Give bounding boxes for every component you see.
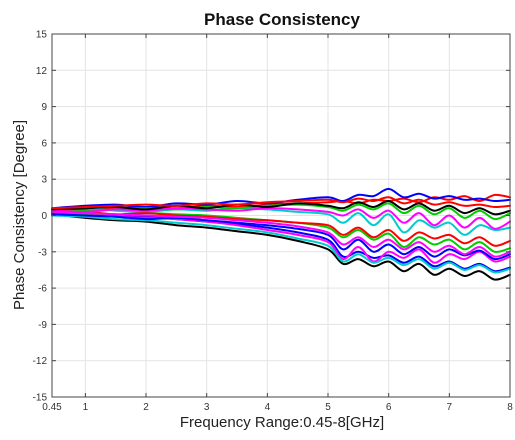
- y-tick-label: -6: [38, 284, 47, 295]
- x-tick-label: 3: [204, 402, 210, 413]
- y-tick-label: -15: [33, 393, 48, 404]
- series-line-6: [51, 207, 511, 236]
- x-tick-label: 4: [265, 402, 271, 413]
- x-tick-label: 5: [325, 402, 331, 413]
- x-tick-label: 1: [83, 402, 89, 413]
- series-line-1: [51, 213, 511, 281]
- y-axis-label: Phase Consistency [Degree]: [11, 120, 28, 310]
- series-line-14: [51, 196, 511, 210]
- y-tick-label: -12: [33, 356, 48, 367]
- y-tick-label: 12: [36, 66, 48, 77]
- series-line-10: [51, 207, 511, 230]
- x-tick-label: 0.45: [42, 402, 62, 413]
- series-line-12: [51, 200, 511, 216]
- series-line-8: [51, 210, 511, 247]
- x-tick-label: 6: [386, 402, 392, 413]
- y-tick-label: 0: [41, 211, 47, 222]
- x-axis-label: Frequency Range:0.45-8[GHz]: [180, 414, 384, 431]
- series-line-15: [51, 210, 511, 258]
- y-tick-label: -9: [38, 320, 47, 331]
- series-group: [51, 187, 511, 281]
- x-tick-label: 2: [143, 402, 149, 413]
- y-tick-label: 15: [36, 30, 48, 41]
- series-line-11: [51, 214, 511, 274]
- series-line-13: [51, 213, 511, 261]
- y-axis-ticks: -15 -12 -9 -6 -3 0 3 6 9 12 15: [33, 30, 510, 404]
- x-tick-label: 8: [507, 402, 513, 413]
- x-axis-ticks: 0.45 1 2 3 4 5 6 7 8: [42, 34, 513, 413]
- y-tick-label: 3: [41, 175, 47, 186]
- y-tick-label: 6: [41, 138, 47, 149]
- chart-title: Phase Consistency: [204, 10, 360, 29]
- x-tick-label: 7: [447, 402, 453, 413]
- y-tick-label: -3: [38, 247, 47, 258]
- y-tick-label: 9: [41, 102, 47, 113]
